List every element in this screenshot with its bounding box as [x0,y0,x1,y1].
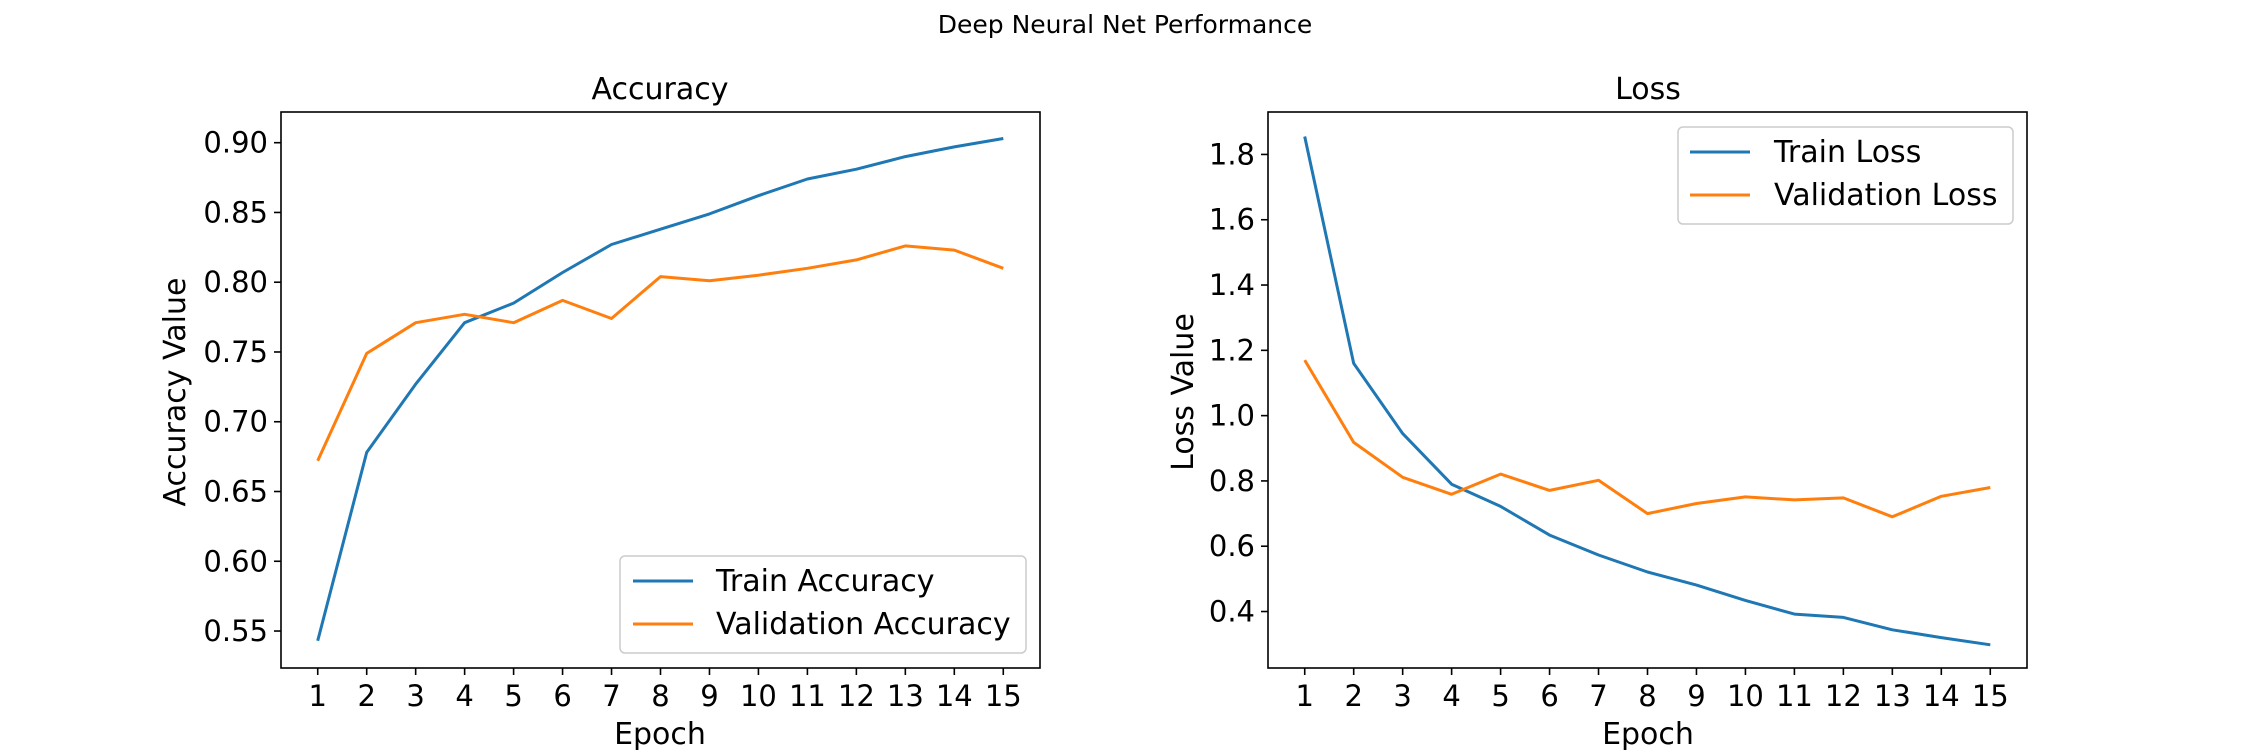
accuracy-x-tick-label: 8 [651,679,669,713]
loss-plot-frame [1267,111,2028,669]
loss-y-axis-label: Loss Value [1166,313,1201,471]
loss-x-tick-label: 15 [1972,679,2009,713]
accuracy-legend-box [619,555,1027,654]
loss-x-tick-label: 7 [1589,679,1607,713]
accuracy-x-tick-label: 12 [838,679,875,713]
loss-y-tick-label: 1.0 [1209,399,1255,433]
loss-x-tick-label: 9 [1687,679,1705,713]
accuracy-x-tick-label: 9 [700,679,718,713]
loss-x-tick-label: 1 [1295,679,1313,713]
loss-x-tick-label: 14 [1923,679,1960,713]
accuracy-y-tick-label: 0.60 [203,544,268,578]
accuracy-x-tick-label: 7 [602,679,620,713]
accuracy-x-tick-label: 15 [985,679,1022,713]
accuracy-x-tick-label: 13 [887,679,924,713]
loss-train-line [1303,136,1991,647]
loss-chart: Loss Epoch Loss Value 1 2 3 4 5 6 7 8 9 10 11 12 13 1… [1166,72,2028,750]
accuracy-x-tick-label: 2 [357,679,375,713]
accuracy-chart-title: Accuracy [592,72,729,107]
loss-lines [1303,136,1991,647]
loss-y-tick-label: 1.2 [1209,333,1255,367]
loss-ticks: 1 2 3 4 5 6 7 8 9 10 11 12 13 14 150.40.60.81.01.21.41… [1209,137,2009,713]
accuracy-y-tick-label: 0.85 [203,195,268,229]
loss-y-tick-label: 1.6 [1209,203,1255,237]
accuracy-x-tick-label: 1 [308,679,326,713]
accuracy-ticks: 1 2 3 4 5 6 7 8 9 10 11 12 13 14 150.550.600.650.700.7… [203,126,1021,713]
accuracy-train-line [316,137,1004,642]
accuracy-y-axis-label: Accuracy Value [158,278,193,507]
loss-x-tick-label: 12 [1825,679,1862,713]
loss-legend-label-train: Train Loss [1773,135,1921,170]
accuracy-validation-line [316,244,1004,462]
accuracy-x-tick-label: 4 [455,679,473,713]
loss-y-tick-label: 1.8 [1209,137,1255,171]
loss-legend-box [1677,126,2014,225]
accuracy-legend-label-train: Train Accuracy [715,564,934,599]
accuracy-plot-frame [280,111,1041,669]
accuracy-y-tick-label: 0.70 [203,405,268,439]
accuracy-y-tick-label: 0.55 [203,614,268,648]
accuracy-x-tick-label: 10 [740,679,777,713]
accuracy-y-tick-label: 0.90 [203,126,268,160]
accuracy-x-tick-label: 5 [504,679,522,713]
loss-chart-title: Loss [1615,72,1681,107]
accuracy-x-tick-label: 6 [553,679,571,713]
accuracy-x-tick-label: 11 [789,679,826,713]
accuracy-legend-label-validation: Validation Accuracy [716,607,1011,642]
loss-x-tick-label: 8 [1638,679,1656,713]
accuracy-x-tick-label: 3 [406,679,424,713]
loss-x-tick-label: 11 [1776,679,1813,713]
accuracy-legend: Train Accuracy Validation Accuracy [619,555,1027,654]
loss-x-tick-label: 10 [1727,679,1764,713]
accuracy-y-tick-label: 0.80 [203,265,268,299]
loss-x-tick-label: 6 [1540,679,1558,713]
loss-x-tick-label: 4 [1442,679,1460,713]
loss-legend-label-validation: Validation Loss [1774,178,1997,213]
figure-title: Deep Neural Net Performance [938,10,1313,39]
loss-x-tick-label: 2 [1344,679,1362,713]
loss-x-tick-label: 5 [1491,679,1509,713]
loss-y-tick-label: 1.4 [1209,268,1255,302]
accuracy-y-tick-label: 0.65 [203,475,268,509]
loss-x-axis-label: Epoch [1602,717,1694,750]
accuracy-lines [316,137,1004,642]
loss-validation-line [1303,359,1991,519]
accuracy-x-axis-label: Epoch [614,717,706,750]
loss-y-tick-label: 0.6 [1209,529,1255,563]
loss-legend: Train Loss Validation Loss [1677,126,2014,225]
loss-y-tick-label: 0.4 [1209,595,1255,629]
loss-x-tick-label: 3 [1393,679,1411,713]
loss-y-tick-label: 0.8 [1209,464,1255,498]
accuracy-y-tick-label: 0.75 [203,335,268,369]
accuracy-x-tick-label: 14 [936,679,973,713]
loss-x-tick-label: 13 [1874,679,1911,713]
